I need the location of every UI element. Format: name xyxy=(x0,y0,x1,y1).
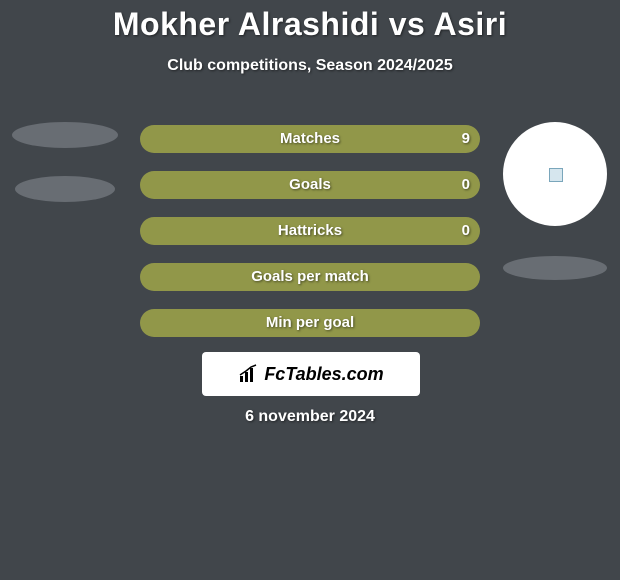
stat-row: Goals per match xyxy=(140,263,480,291)
stat-right-value: 9 xyxy=(462,125,470,153)
stat-row: Hattricks0 xyxy=(140,217,480,245)
stat-label: Hattricks xyxy=(140,217,480,245)
page-subtitle: Club competitions, Season 2024/2025 xyxy=(0,57,620,75)
stat-row: Matches9 xyxy=(140,125,480,153)
date-line: 6 november 2024 xyxy=(0,408,620,426)
stat-row: Goals0 xyxy=(140,171,480,199)
page-title: Mokher Alrashidi vs Asiri xyxy=(0,0,620,43)
brand-label: FcTables.com xyxy=(264,364,383,385)
stat-label: Goals xyxy=(140,171,480,199)
stats-rows: Matches9Goals0Hattricks0Goals per matchM… xyxy=(140,125,480,355)
stat-right-value: 0 xyxy=(462,171,470,199)
stat-label: Goals per match xyxy=(140,263,480,291)
player-right-area xyxy=(490,122,620,280)
player-left-ellipse-1 xyxy=(12,122,118,148)
player-left-ellipse-2 xyxy=(15,176,115,202)
brand-box: FcTables.com xyxy=(202,352,420,396)
player-left-area xyxy=(0,122,130,202)
bars-icon xyxy=(238,364,258,384)
brand-text: FcTables.com xyxy=(238,364,383,385)
stat-label: Min per goal xyxy=(140,309,480,337)
missing-image-icon xyxy=(549,168,563,182)
stat-label: Matches xyxy=(140,125,480,153)
player-right-avatar xyxy=(503,122,607,226)
player-right-shadow xyxy=(503,256,607,280)
stat-right-value: 0 xyxy=(462,217,470,245)
stat-row: Min per goal xyxy=(140,309,480,337)
